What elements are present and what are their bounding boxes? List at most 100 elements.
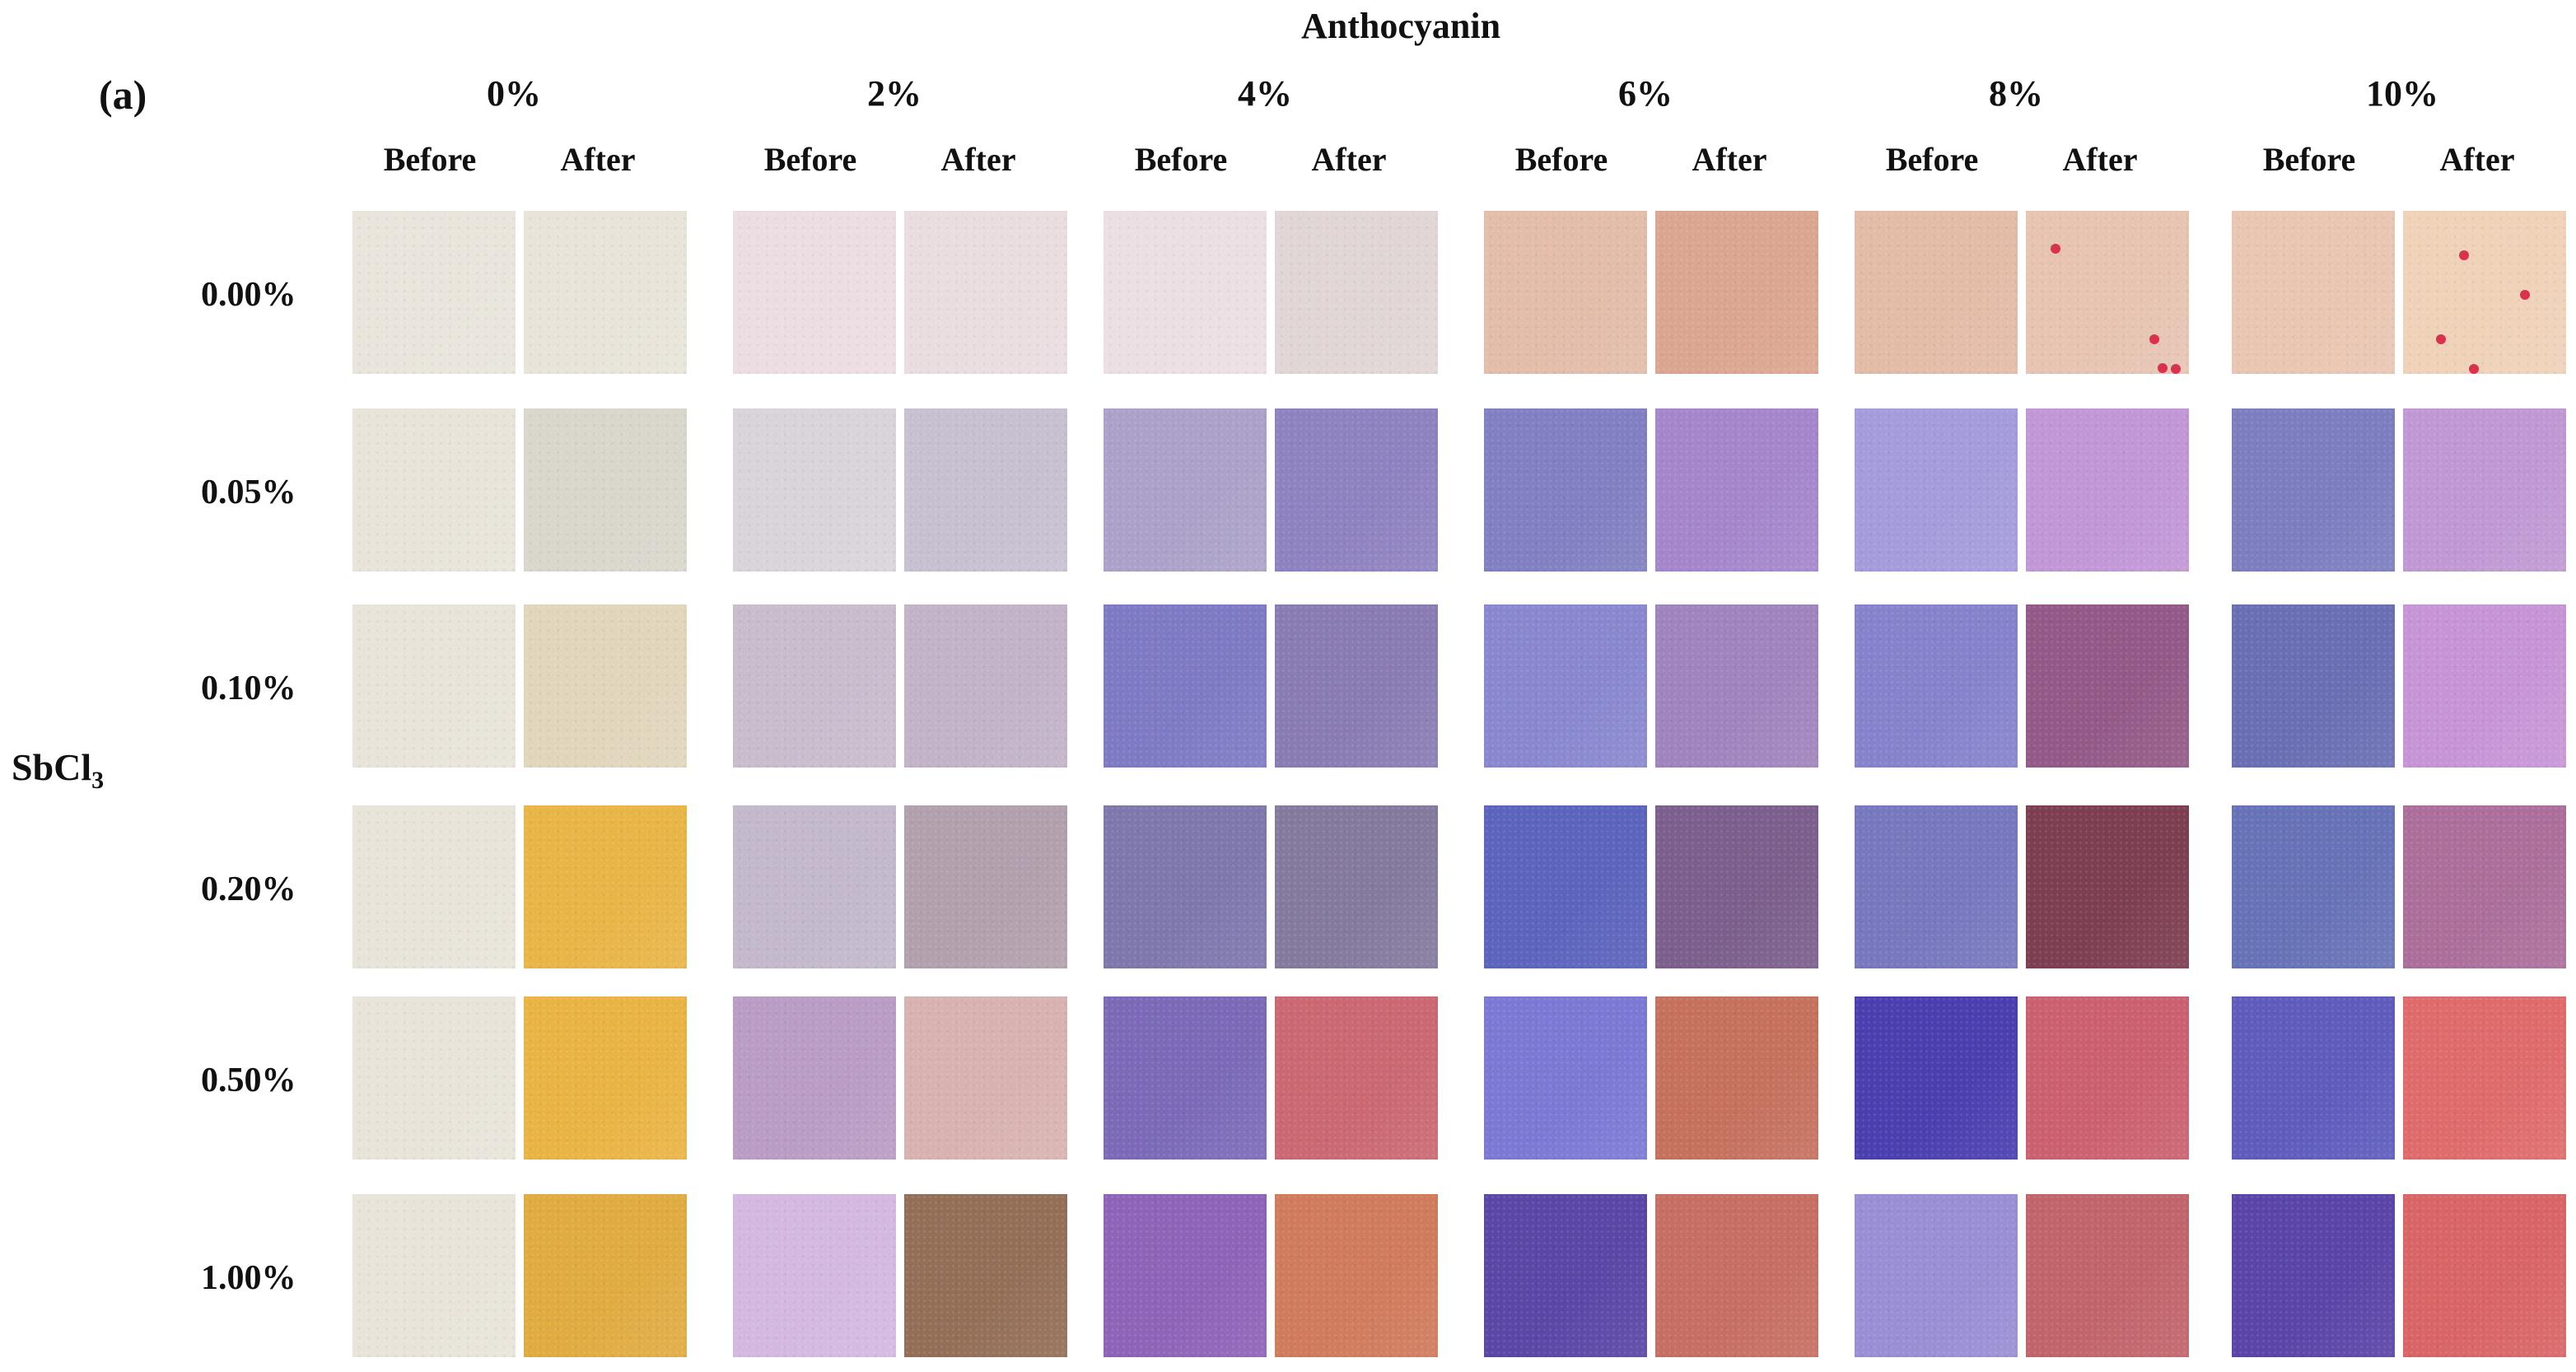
after-swatch <box>2026 211 2189 374</box>
red-spot <box>2459 250 2469 260</box>
after-swatch <box>524 996 687 1160</box>
before-swatch <box>1855 408 2018 572</box>
before-swatch <box>1484 805 1647 968</box>
before-swatch <box>1484 408 1647 572</box>
before-swatch <box>1104 408 1267 572</box>
before-swatch <box>1104 211 1267 374</box>
after-swatch <box>2026 996 2189 1160</box>
sbcl3-level-label: 0.20% <box>201 870 296 908</box>
red-spot <box>2051 244 2060 254</box>
red-spot <box>2469 364 2479 374</box>
before-swatch <box>352 1194 516 1357</box>
after-label: After <box>2062 141 2138 178</box>
after-swatch <box>1275 211 1438 374</box>
before-swatch <box>733 996 896 1160</box>
before-swatch <box>2232 1194 2395 1357</box>
figure-title: Anthocyanin <box>1301 6 1501 46</box>
anthocyanin-level-label: 6% <box>1618 73 1673 114</box>
before-swatch <box>733 211 896 374</box>
row-axis-label: SbCl3 <box>12 745 104 795</box>
sbcl3-level-label: 1.00% <box>201 1259 296 1297</box>
red-spot <box>2436 334 2446 344</box>
after-swatch <box>524 604 687 768</box>
before-swatch <box>352 211 516 374</box>
before-swatch <box>1104 604 1267 768</box>
before-label: Before <box>1134 141 1228 178</box>
before-swatch <box>733 408 896 572</box>
after-swatch <box>1655 408 1818 572</box>
before-swatch <box>2232 805 2395 968</box>
after-swatch <box>904 805 1067 968</box>
before-swatch <box>2232 211 2395 374</box>
before-label: Before <box>1514 141 1608 178</box>
before-swatch <box>352 408 516 572</box>
before-label: Before <box>383 141 477 178</box>
anthocyanin-level-label: 2% <box>867 73 922 114</box>
before-swatch <box>733 604 896 768</box>
after-label: After <box>1311 141 1387 178</box>
after-swatch <box>2403 408 2566 572</box>
after-swatch <box>904 996 1067 1160</box>
after-swatch <box>904 604 1067 768</box>
sbcl3-level-label: 0.50% <box>201 1062 296 1099</box>
after-swatch <box>1655 604 1818 768</box>
after-swatch <box>2403 211 2566 374</box>
after-swatch <box>524 805 687 968</box>
before-swatch <box>1104 805 1267 968</box>
after-swatch <box>1275 1194 1438 1357</box>
red-spot <box>2149 334 2159 344</box>
after-swatch <box>1655 996 1818 1160</box>
before-swatch <box>352 805 516 968</box>
anthocyanin-level-label: 0% <box>487 73 541 114</box>
row-axis-subscript: 3 <box>91 767 105 795</box>
after-swatch <box>2403 996 2566 1160</box>
before-swatch <box>1104 1194 1267 1357</box>
before-swatch <box>2232 408 2395 572</box>
after-swatch <box>2026 805 2189 968</box>
red-spot <box>2520 290 2530 300</box>
before-swatch <box>1855 211 2018 374</box>
before-swatch <box>1484 211 1647 374</box>
after-swatch <box>1655 211 1818 374</box>
before-swatch <box>352 996 516 1160</box>
after-swatch <box>2026 1194 2189 1357</box>
anthocyanin-level-label: 10% <box>2366 73 2438 114</box>
after-swatch <box>1655 1194 1818 1357</box>
after-swatch <box>524 408 687 572</box>
before-swatch <box>2232 604 2395 768</box>
sbcl3-level-label: 0.05% <box>201 474 296 511</box>
before-swatch <box>2232 996 2395 1160</box>
after-swatch <box>1275 996 1438 1160</box>
panel-label: (a) <box>99 72 147 118</box>
before-swatch <box>1855 996 2018 1160</box>
after-swatch <box>1655 805 1818 968</box>
before-swatch <box>1484 604 1647 768</box>
before-label: Before <box>2262 141 2356 178</box>
before-swatch <box>1855 805 2018 968</box>
sbcl3-level-label: 0.10% <box>201 670 296 707</box>
before-swatch <box>1484 1194 1647 1357</box>
red-spot <box>2158 363 2168 373</box>
after-swatch <box>2026 408 2189 572</box>
after-swatch <box>2403 604 2566 768</box>
red-spot <box>2171 364 2181 374</box>
before-swatch <box>1104 996 1267 1160</box>
after-swatch <box>2403 805 2566 968</box>
after-swatch <box>524 211 687 374</box>
before-swatch <box>733 1194 896 1357</box>
after-swatch <box>1275 805 1438 968</box>
before-label: Before <box>1885 141 1979 178</box>
after-label: After <box>940 141 1016 178</box>
before-swatch <box>1484 996 1647 1160</box>
anthocyanin-level-label: 8% <box>1989 73 2043 114</box>
after-swatch <box>524 1194 687 1357</box>
before-label: Before <box>763 141 857 178</box>
after-label: After <box>560 141 636 178</box>
before-swatch <box>352 604 516 768</box>
after-swatch <box>1275 408 1438 572</box>
after-swatch <box>904 408 1067 572</box>
before-swatch <box>733 805 896 968</box>
sbcl3-level-label: 0.00% <box>201 276 296 314</box>
after-swatch <box>2403 1194 2566 1357</box>
after-swatch <box>1275 604 1438 768</box>
